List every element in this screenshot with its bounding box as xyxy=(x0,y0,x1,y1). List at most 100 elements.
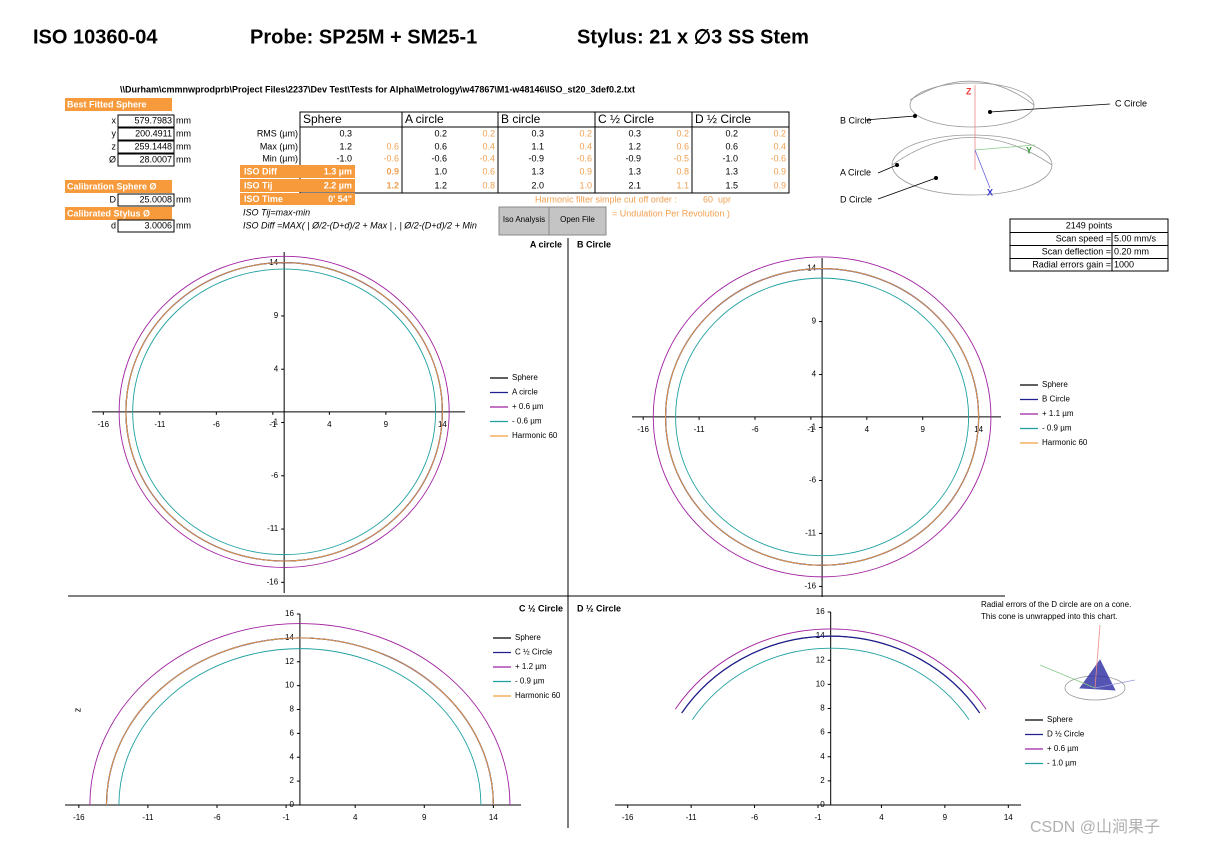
cell-value: 0.6 xyxy=(725,141,738,151)
field-label: Ø xyxy=(109,154,116,164)
cone-icon xyxy=(1039,624,1136,701)
x-tick-label: 4 xyxy=(353,813,358,822)
row-label: Max (µm) xyxy=(260,141,298,151)
y-tick-label: 14 xyxy=(816,631,825,640)
field-value: 25.0008 xyxy=(139,194,172,204)
cell-value: 0.3 xyxy=(531,128,544,138)
field-box xyxy=(117,193,175,207)
legend-label: Harmonic 60 xyxy=(512,431,558,440)
field-value: 28.0007 xyxy=(139,154,172,164)
legend-label: Harmonic 60 xyxy=(1042,438,1088,447)
profile-circle xyxy=(665,268,980,566)
cell-value: 1.2 xyxy=(339,141,352,151)
y-tick-label: 14 xyxy=(269,258,278,267)
info-label: Scan deflection = xyxy=(1042,246,1111,256)
field-unit: mm xyxy=(176,194,191,204)
x-tick-label: -1 xyxy=(283,813,291,822)
info-label: Scan speed = xyxy=(1056,233,1111,243)
row-label: ISO Time xyxy=(244,194,283,204)
row-label: ISO Diff xyxy=(244,166,278,176)
info-value: 1000 xyxy=(1114,259,1134,269)
cell-value: -0.6 xyxy=(431,153,447,163)
field-label: y xyxy=(112,128,117,138)
y-tick-label: 9 xyxy=(274,311,279,320)
field-box xyxy=(117,153,175,167)
field-value: 200.4911 xyxy=(135,128,172,138)
x-tick-label: -1 xyxy=(269,420,277,429)
legend-label: C ½ Circle xyxy=(515,648,553,657)
y-tick-label: 14 xyxy=(285,633,294,642)
x-tick-label: -11 xyxy=(694,425,706,434)
x-tick-label: 14 xyxy=(438,420,447,429)
x-tick-label: 9 xyxy=(921,425,926,434)
y-tick-label: 6 xyxy=(820,728,825,737)
y-tick-label: 12 xyxy=(816,655,825,664)
cell-value-filtered: -0.4 xyxy=(479,153,495,163)
profile-arc xyxy=(681,635,981,714)
y-tick-label: 8 xyxy=(820,704,825,713)
legend-label: A circle xyxy=(512,388,538,397)
cell-value-filtered: 0.4 xyxy=(773,141,786,151)
field-value: 3.0006 xyxy=(144,220,172,230)
legend-label: + 0.6 µm xyxy=(1047,744,1079,753)
x-tick-label: 14 xyxy=(1004,813,1013,822)
diagram-label: B Circle xyxy=(840,115,872,125)
cell-value-filtered: 1.1 xyxy=(676,180,689,190)
field-value: 579.7983 xyxy=(134,115,172,125)
cell-value-filtered: 1.2 xyxy=(386,180,399,190)
harmonic-text: Harmonic filter simple cut off order : xyxy=(535,194,677,204)
harmonic-note: = Undulation Per Revolution ) xyxy=(612,208,730,218)
stylus-title: Stylus: 21 x ∅3 SS Stem xyxy=(577,26,809,48)
legend-label: Sphere xyxy=(512,373,538,382)
cell-value-filtered: 0.8 xyxy=(482,180,495,190)
x-tick-label: -16 xyxy=(637,425,649,434)
y-tick-label: 4 xyxy=(274,364,279,373)
legend-label: + 1.1 µm xyxy=(1042,409,1074,418)
cell-value: 1.2 xyxy=(628,141,641,151)
section-title: Calibration Sphere Ø xyxy=(67,181,157,191)
cell-value-filtered: 0.8 xyxy=(676,166,689,176)
cell-value: 1.3 xyxy=(628,166,641,176)
row-header xyxy=(240,193,300,205)
y-tick-label: 12 xyxy=(285,657,294,666)
y-tick-label: 6 xyxy=(289,728,294,737)
x-tick-label: 9 xyxy=(384,420,389,429)
cell-value: -0.9 xyxy=(528,153,544,163)
chart-note: Radial errors of the D circle are on a c… xyxy=(981,600,1131,609)
cell-value-filtered: 1.0 xyxy=(579,180,592,190)
row-header xyxy=(240,179,300,192)
cell-value-filtered: 0.9 xyxy=(773,180,786,190)
field-value: 259.1448 xyxy=(134,141,172,151)
page-title: ISO 10360-04 xyxy=(33,26,158,48)
legend-label: - 0.9 µm xyxy=(515,677,545,686)
y-tick-label: 4 xyxy=(820,752,825,761)
y-tick-label: 4 xyxy=(289,752,294,761)
cell-value: 1.3 µm xyxy=(324,166,352,176)
cell-value-filtered: -0.5 xyxy=(673,153,689,163)
cell-value: 1.1 xyxy=(531,141,544,151)
cell-value-filtered: 0.2 xyxy=(773,128,786,138)
cell-value: 1.3 xyxy=(531,166,544,176)
section-header xyxy=(65,98,172,111)
legend-label: + 0.6 µm xyxy=(512,402,544,411)
field-box xyxy=(117,140,175,154)
button-label[interactable]: Open File xyxy=(560,215,595,224)
cell-value: 1.2 xyxy=(434,180,447,190)
button-label[interactable]: Iso Analysis xyxy=(503,215,545,224)
field-label: d xyxy=(111,220,116,230)
y-tick-label: 9 xyxy=(812,317,817,326)
cell-value: 2.0 xyxy=(531,180,544,190)
cell-value-filtered: 0.9 xyxy=(579,166,592,176)
y-tick-label: 10 xyxy=(285,681,294,690)
diagram-label: C Circle xyxy=(1115,98,1147,108)
x-tick-label: 4 xyxy=(865,425,870,434)
legend-label: Sphere xyxy=(1042,380,1068,389)
x-tick-label: -6 xyxy=(751,813,759,822)
row-label: RMS (µm) xyxy=(257,128,298,138)
y-tick-label: -16 xyxy=(805,582,817,591)
cell-value-filtered: -0.6 xyxy=(576,153,592,163)
button[interactable] xyxy=(548,206,607,236)
diagram-points xyxy=(895,110,992,180)
legend-label: - 0.9 µm xyxy=(1042,424,1072,433)
